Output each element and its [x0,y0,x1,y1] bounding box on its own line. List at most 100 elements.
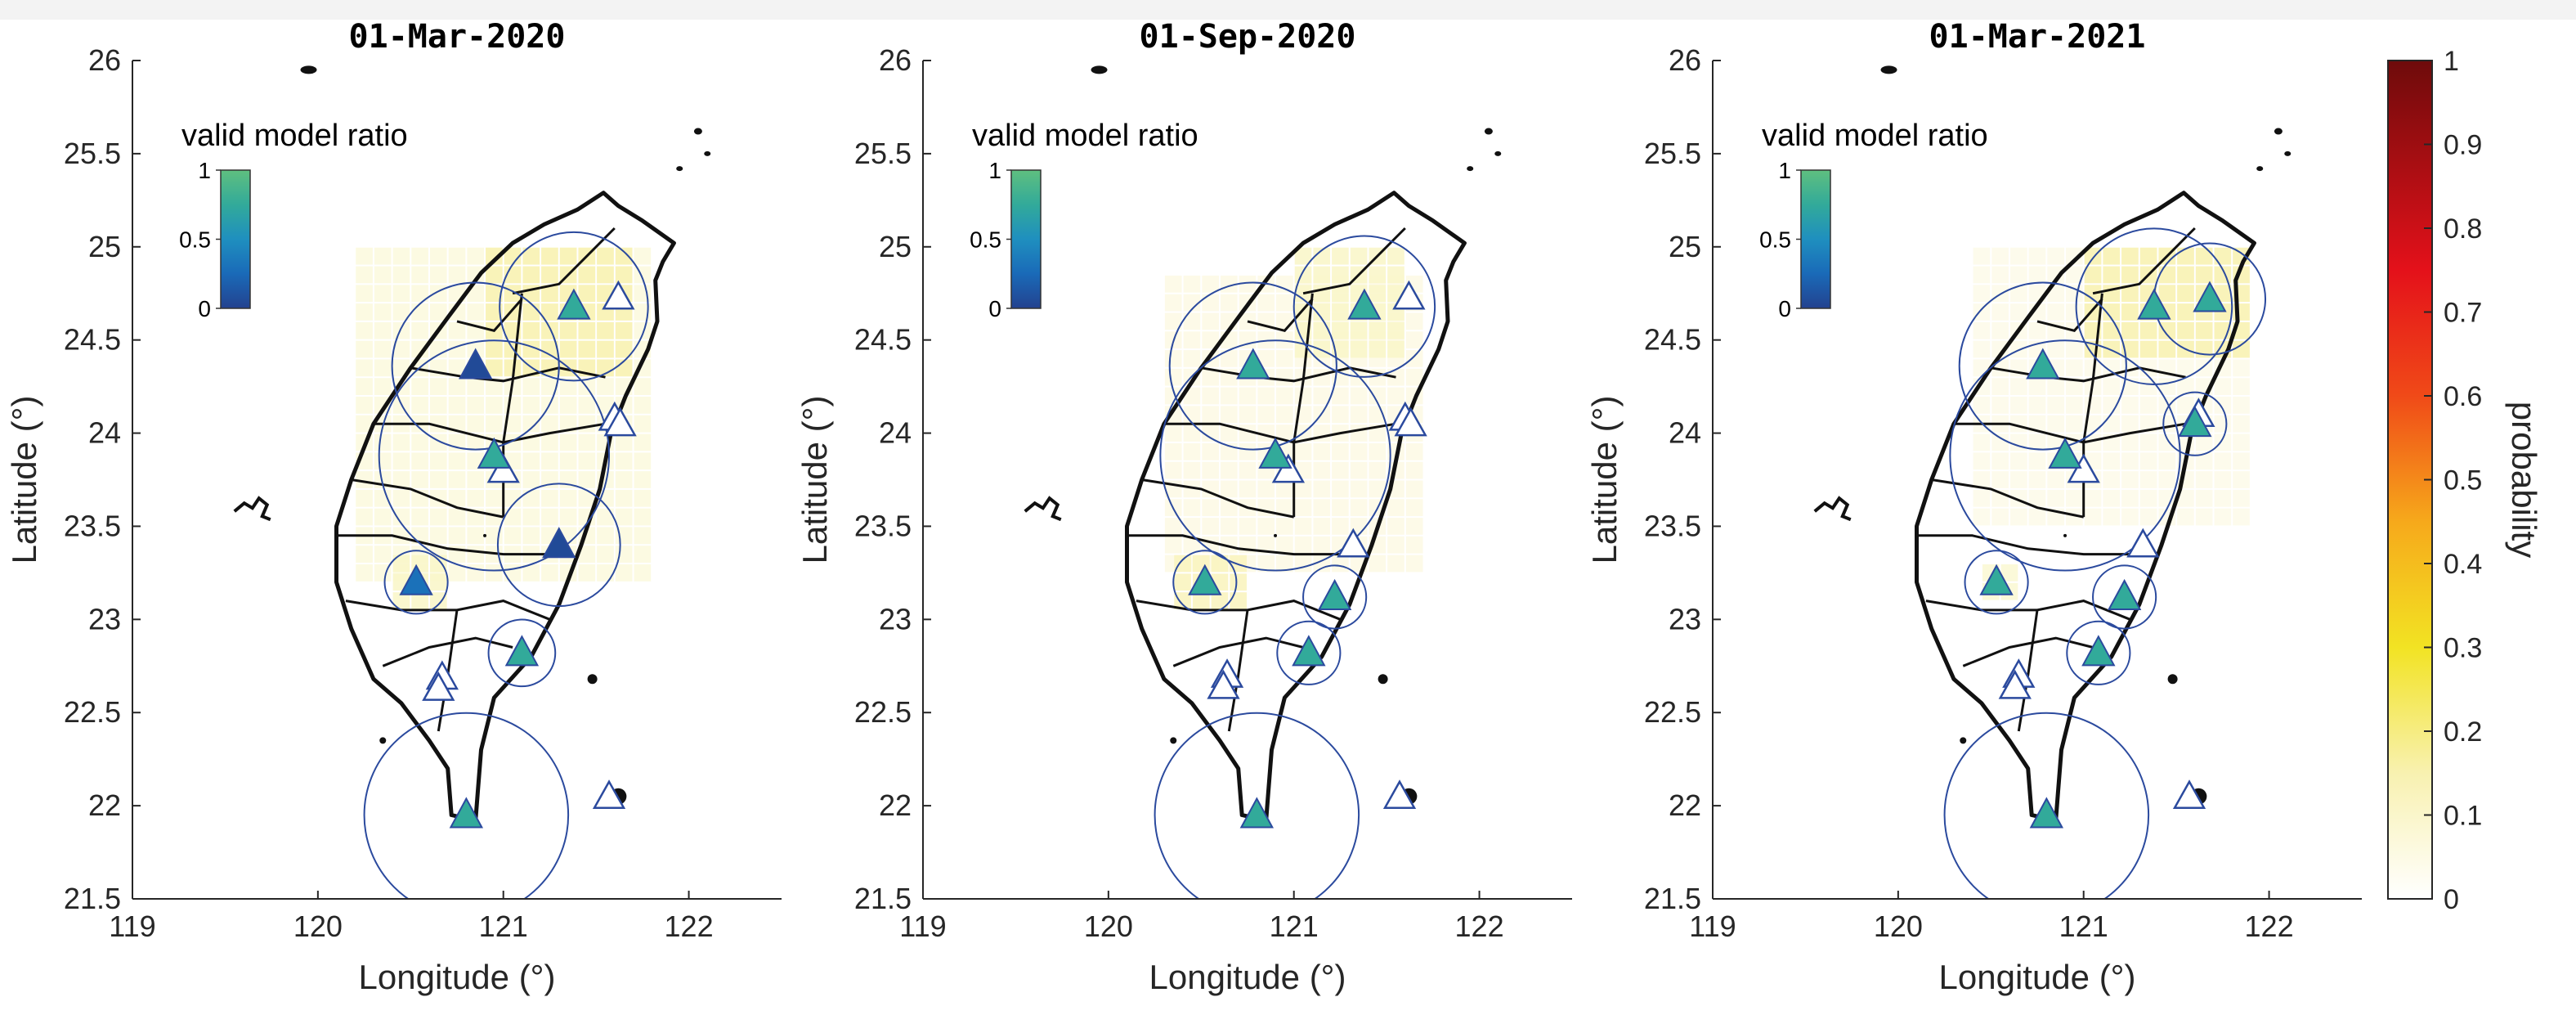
probability-cell [2009,508,2027,526]
station-marker [459,348,493,380]
probability-cell [2195,471,2213,488]
probability-cell [559,397,577,414]
y-axis-label: Latitude (°) [5,396,43,564]
probability-cell [2121,321,2139,339]
probability-cell [2233,471,2250,488]
probability-cell [578,415,596,433]
probability-cell [1973,471,1991,488]
probability-cell [429,452,447,470]
probability-cell [467,433,485,451]
probability-cell [2121,433,2139,451]
probability-cell [1239,406,1257,424]
probability-cell [522,378,540,395]
probability-cell [1257,350,1275,367]
probability-cell [2009,285,2027,303]
probability-cell [2028,397,2046,414]
probability-cell [411,285,428,303]
y-tick-label: 23.5 [854,509,912,542]
probability-cell [448,359,466,377]
probability-cell [2139,433,2157,451]
station-marker [1317,578,1352,610]
probability-cell [1211,592,1229,609]
probability-cell [356,489,373,507]
influence-circle [2066,620,2131,685]
influence-circle [378,339,611,572]
probability-cell [2009,247,2027,265]
probability-cell [2177,321,2194,339]
probability-cell [2028,508,2046,526]
probability-cell [2195,321,2213,339]
county-boundary [410,366,606,383]
probability-cell [1230,592,1247,609]
probability-cell [2214,471,2232,488]
probability-cell [1991,266,2009,284]
y-tick-label: 26 [1669,43,1701,77]
probability-cell [634,321,652,339]
probability-cell [2195,489,2213,507]
probability-cell [2084,266,2102,284]
probability-cell [2121,397,2139,414]
probability-cell [486,303,503,321]
probability-cell [1350,442,1368,460]
probability-cell [392,471,410,488]
probability-cell [1350,321,1368,339]
probability-cell [1313,340,1331,358]
probability-colorbar-label: probability [2505,402,2543,558]
probability-cell [1220,387,1238,405]
invalid-station-marker [486,453,520,483]
probability-cell [2047,303,2065,321]
x-tick-label: 122 [665,909,714,943]
probability-cell [2139,378,2157,395]
invalid-station-marker [1271,453,1306,483]
probability-cell [1183,499,1201,517]
influence-circle [2092,564,2157,630]
probability-cell [1220,536,1238,554]
influence-circle [2075,227,2233,385]
probability-cell [1973,247,1991,265]
probability-cell [2009,340,2027,358]
probability-cell [541,415,558,433]
probability-cell [2084,303,2102,321]
county-boundary [1302,227,1406,295]
probability-colorbar-tick-label: 0.2 [2444,716,2482,748]
y-tick-label: 26 [879,43,912,77]
y-tick-label: 24 [88,416,121,450]
probability-cell [2233,378,2250,395]
probability-cell [356,340,373,358]
y-tick-label: 25.5 [64,137,121,170]
probability-cell [411,433,428,451]
x-axis-label: Longitude (°) [1939,958,2136,996]
probability-cell [1369,387,1387,405]
probability-cell [1313,387,1331,405]
probability-cell [486,266,503,284]
probability-colorbar-tick-label: 0.1 [2444,801,2482,832]
y-tick-label: 24.5 [64,323,121,357]
probability-cell [1202,461,1219,479]
probability-cell [522,527,540,545]
county-boundary [1991,366,2186,383]
influence-circle [391,281,560,451]
small-island [693,128,702,135]
probability-cell [448,527,466,545]
probability-cell [1239,442,1257,460]
y-tick-label: 24 [1669,416,1701,450]
probability-cell [1183,442,1201,460]
probability-cell [2233,415,2250,433]
probability-cell [615,471,633,488]
probability-cell [356,397,373,414]
county-boundary [512,227,616,295]
probability-cell [1276,480,1293,498]
probability-cell [1991,321,2009,339]
probability-cell [1257,555,1275,573]
x-tick-label: 119 [109,909,155,943]
probability-cell [1313,480,1331,498]
small-island [1170,737,1177,744]
probability-cell [374,247,392,265]
inset-colorbar [1010,169,1042,309]
probability-cell [1313,303,1331,321]
probability-cell [1369,266,1387,284]
probability-cell [541,452,558,470]
probability-cell [356,415,373,433]
probability-cell [429,303,447,321]
